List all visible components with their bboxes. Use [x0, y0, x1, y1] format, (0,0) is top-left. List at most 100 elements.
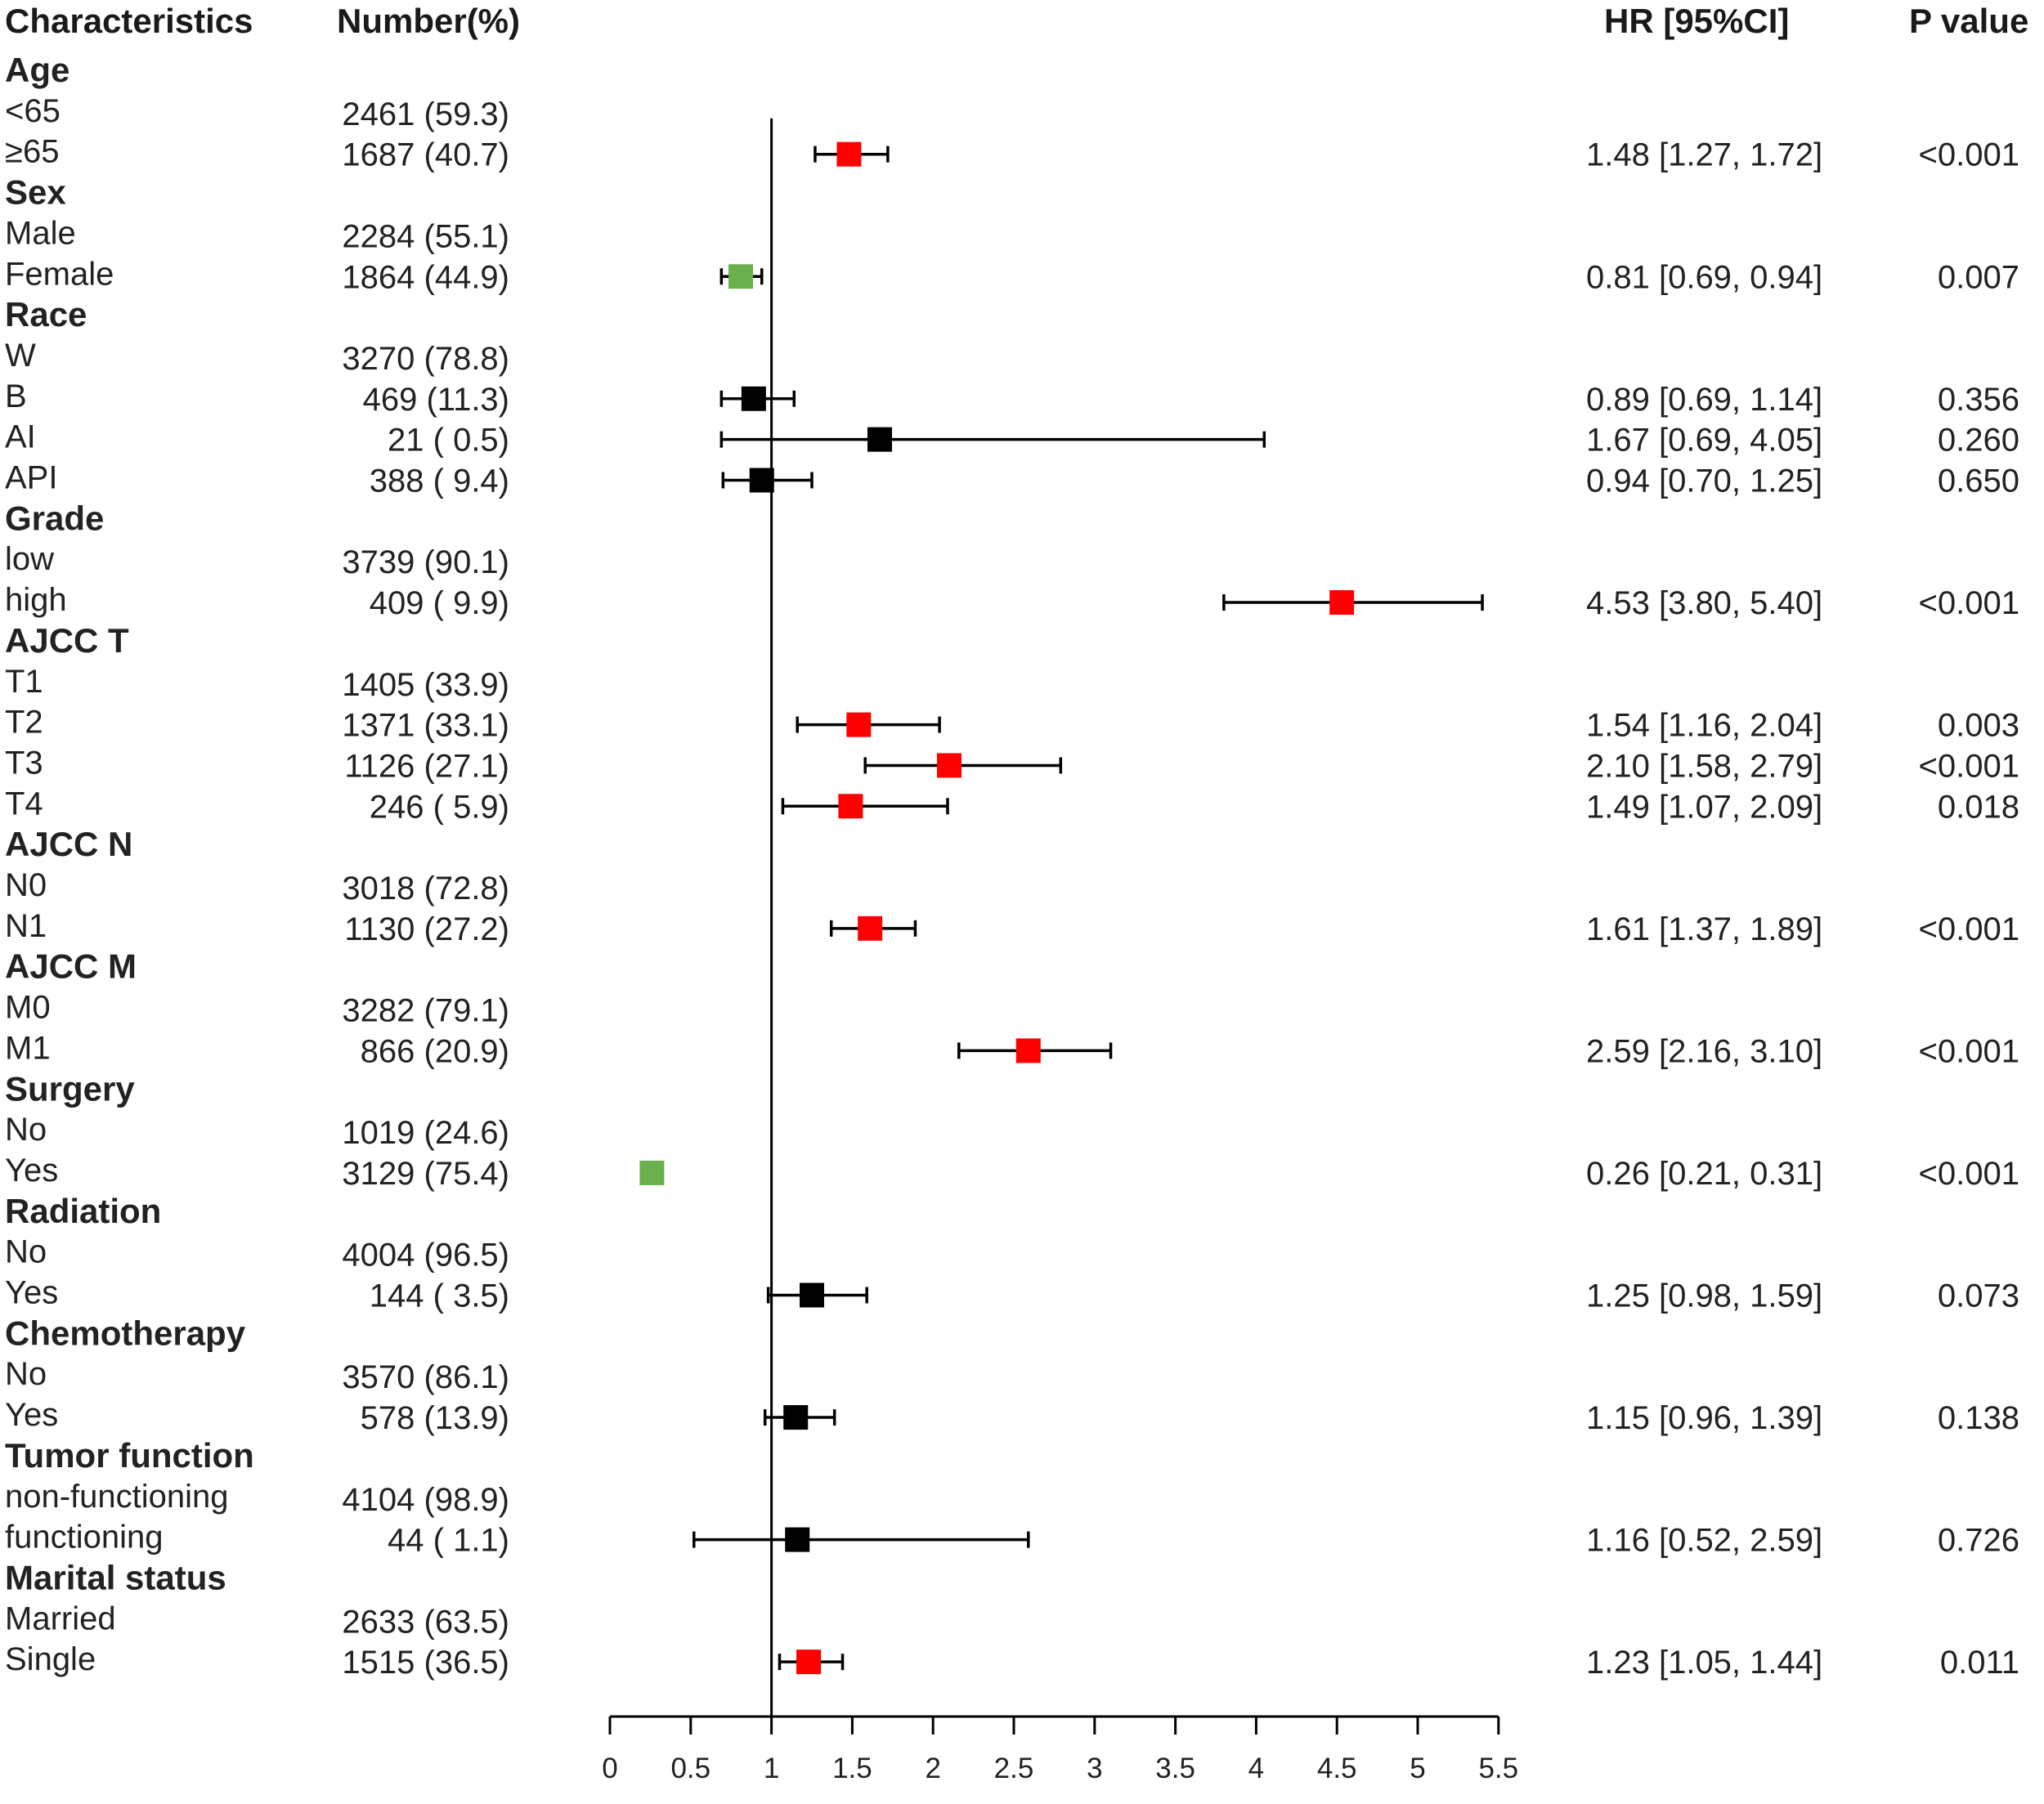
group-label: Chemotherapy — [5, 1314, 246, 1352]
row-number: 388 ( 9.4) — [370, 463, 509, 499]
row-hr-ci: 1.54 [1.16, 2.04] — [1586, 708, 1822, 744]
row-number: 1371 (33.1) — [342, 708, 509, 744]
row-label: API — [5, 460, 57, 496]
hr-point — [858, 915, 883, 941]
row-number: 3129 (75.4) — [342, 1156, 509, 1192]
x-tick-label: 1 — [764, 1753, 779, 1784]
x-tick-label: 2 — [925, 1753, 940, 1784]
row-hr-ci: 1.23 [1.05, 1.44] — [1586, 1645, 1822, 1681]
row-label: T1 — [5, 664, 43, 700]
table-rows: Age <65 2461 (59.3) ≥65 1687 (40.7) 1.48 [1.2… — [5, 51, 2019, 1681]
group-label: Tumor function — [5, 1436, 254, 1475]
row-label: Male — [5, 215, 76, 251]
hr-point — [1015, 1038, 1041, 1063]
hr-point — [800, 1282, 824, 1308]
group-label: Surgery — [5, 1069, 135, 1108]
row-p-value: <0.001 — [1919, 585, 2019, 621]
x-tick-label: 5.5 — [1478, 1753, 1518, 1784]
row-number: 4004 (96.5) — [342, 1238, 509, 1274]
row-label: N1 — [5, 908, 47, 944]
row-label: functioning — [5, 1520, 163, 1556]
hr-point — [796, 1650, 822, 1675]
row-label: high — [5, 582, 67, 618]
x-tick-label: 4.5 — [1317, 1753, 1357, 1784]
row-number: 469 (11.3) — [363, 382, 509, 418]
hr-point — [1329, 590, 1355, 616]
header-p-value: P value — [1909, 2, 2028, 40]
group-label: Grade — [5, 499, 104, 537]
hr-point — [867, 427, 892, 452]
row-number: 1130 (27.2) — [344, 911, 509, 947]
hr-point — [639, 1160, 665, 1185]
row-number: 3739 (90.1) — [342, 544, 509, 580]
x-tick-label: 1.5 — [832, 1753, 872, 1784]
row-hr-ci: 1.25 [0.98, 1.59] — [1586, 1278, 1822, 1314]
row-hr-ci: 1.48 [1.27, 1.72] — [1586, 137, 1822, 173]
x-tick-label: 0 — [602, 1753, 617, 1784]
row-hr-ci: 2.59 [2.16, 3.10] — [1586, 1033, 1822, 1069]
row-label: W — [5, 338, 36, 374]
row-label: Yes — [5, 1153, 58, 1188]
row-number: 44 ( 1.1) — [388, 1523, 509, 1559]
row-label: B — [5, 378, 27, 414]
group-label: AJCC M — [5, 947, 137, 986]
row-number: 3570 (86.1) — [342, 1359, 509, 1395]
row-label: No — [5, 1234, 47, 1270]
row-hr-ci: 4.53 [3.80, 5.40] — [1586, 585, 1822, 621]
row-p-value: 0.138 — [1938, 1400, 2019, 1436]
row-number: 4104 (98.9) — [342, 1482, 509, 1518]
row-number: 1687 (40.7) — [342, 137, 509, 173]
group-label: Age — [5, 51, 69, 89]
hr-point — [741, 386, 766, 411]
row-p-value: 0.011 — [1940, 1645, 2019, 1681]
row-number: 2633 (63.5) — [342, 1604, 509, 1640]
row-label: M1 — [5, 1030, 51, 1066]
x-tick-label: 4 — [1248, 1753, 1264, 1784]
row-label: No — [5, 1112, 47, 1148]
row-hr-ci: 1.49 [1.07, 2.09] — [1586, 789, 1822, 825]
row-number: 1405 (33.9) — [342, 667, 509, 703]
x-tick-label: 3.5 — [1155, 1753, 1195, 1784]
hr-point — [749, 468, 774, 493]
row-label: T4 — [5, 786, 43, 821]
row-number: 246 ( 5.9) — [370, 789, 509, 825]
row-number: 1126 (27.1) — [344, 748, 509, 784]
x-tick-label: 2.5 — [994, 1753, 1034, 1784]
x-tick-label: 0.5 — [670, 1753, 710, 1784]
row-label: Single — [5, 1641, 96, 1677]
row-label: Yes — [5, 1397, 58, 1433]
row-label: M0 — [5, 990, 51, 1026]
row-number: 3270 (78.8) — [342, 341, 509, 377]
row-number: 1515 (36.5) — [342, 1645, 509, 1681]
row-p-value: <0.001 — [1919, 911, 2019, 947]
group-label: Radiation — [5, 1192, 161, 1230]
hr-point — [838, 794, 863, 819]
row-number: 2461 (59.3) — [342, 96, 509, 132]
row-p-value: <0.001 — [1919, 137, 2019, 173]
row-p-value: 0.356 — [1938, 382, 2019, 418]
group-label: Marital status — [5, 1558, 226, 1596]
group-label: Sex — [5, 173, 66, 212]
row-hr-ci: 0.94 [0.70, 1.25] — [1586, 463, 1822, 499]
row-hr-ci: 1.61 [1.37, 1.89] — [1586, 911, 1822, 947]
row-hr-ci: 0.89 [0.69, 1.14] — [1586, 382, 1822, 418]
row-number: 1864 (44.9) — [342, 259, 509, 295]
header-hr: HR [95%CI] — [1604, 2, 1789, 40]
hr-point — [783, 1405, 809, 1430]
row-label: N0 — [5, 867, 47, 903]
header-number: Number(%) — [337, 2, 520, 40]
row-label: Married — [5, 1600, 116, 1636]
hr-point — [846, 712, 872, 737]
x-tick-label: 5 — [1410, 1753, 1425, 1784]
row-number: 409 ( 9.9) — [370, 585, 509, 621]
group-label: AJCC N — [5, 825, 132, 863]
row-label: AI — [5, 419, 36, 455]
row-p-value: <0.001 — [1919, 748, 2019, 784]
hr-point — [836, 141, 862, 167]
row-p-value: 0.007 — [1938, 259, 2019, 295]
row-number: 3282 (79.1) — [342, 993, 509, 1029]
row-label: No — [5, 1356, 47, 1392]
x-axis: 0 0.5 1 1.5 2 2.5 3 3.5 4 4.5 5 5.5 — [602, 1715, 1518, 1784]
